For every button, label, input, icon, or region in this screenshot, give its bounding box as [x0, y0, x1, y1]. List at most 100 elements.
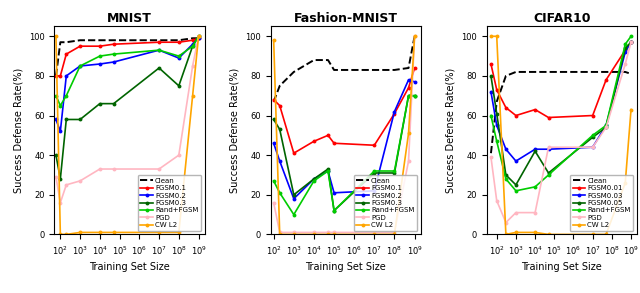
- Rand+FGSM: [56, 104, 64, 107]
- FGSM0.3: [96, 102, 104, 105]
- FGSM0.05: [602, 126, 610, 129]
- CW L2: [404, 132, 412, 135]
- Line: CW L2: CW L2: [54, 34, 200, 236]
- Clean: [602, 70, 610, 74]
- FGSM0.3: [371, 171, 378, 175]
- Clean: [621, 70, 629, 74]
- FGSM0.1: [76, 45, 84, 48]
- CW L2: [545, 233, 552, 236]
- FGSM0.1: [411, 66, 419, 70]
- FGSM0.05: [512, 183, 520, 187]
- Rand+FGSM: [110, 52, 118, 56]
- PGD: [621, 62, 629, 66]
- Rand+FGSM: [512, 189, 520, 193]
- FGSM0.05: [627, 40, 635, 44]
- PGD: [627, 40, 635, 44]
- FGSM0.3: [330, 209, 338, 212]
- CW L2: [110, 231, 118, 234]
- Clean: [627, 72, 635, 76]
- Rand+FGSM: [52, 94, 60, 98]
- FGSM0.2: [76, 64, 84, 68]
- FGSM0.1: [63, 52, 70, 56]
- FGSM0.3: [270, 118, 278, 121]
- PGD: [589, 145, 596, 149]
- PGD: [324, 231, 332, 234]
- Clean: [56, 40, 64, 44]
- FGSM0.01: [589, 114, 596, 117]
- FGSM0.1: [56, 74, 64, 78]
- Title: CIFAR10: CIFAR10: [533, 12, 591, 25]
- Clean: [156, 38, 163, 42]
- PGD: [310, 231, 318, 234]
- FGSM0.05: [531, 149, 539, 153]
- Clean: [310, 58, 318, 62]
- Clean: [330, 68, 338, 72]
- PGD: [175, 154, 182, 157]
- CW L2: [63, 233, 70, 236]
- CW L2: [189, 94, 196, 98]
- CW L2: [175, 231, 182, 234]
- FGSM0.03: [502, 147, 509, 151]
- FGSM0.01: [602, 78, 610, 82]
- PGD: [76, 179, 84, 183]
- CW L2: [310, 233, 318, 236]
- Line: CW L2: CW L2: [489, 34, 633, 236]
- Clean: [390, 68, 398, 72]
- FGSM0.1: [52, 74, 60, 78]
- Legend: Clean, FGSM0.01, FGSM0.03, FGSM0.05, Rand+FGSM, PGD, CW L2: Clean, FGSM0.01, FGSM0.03, FGSM0.05, Ran…: [570, 175, 634, 231]
- FGSM0.03: [512, 159, 520, 163]
- CW L2: [371, 233, 378, 236]
- FGSM0.01: [487, 62, 495, 66]
- Rand+FGSM: [602, 124, 610, 127]
- Line: Rand+FGSM: Rand+FGSM: [272, 94, 417, 217]
- Title: MNIST: MNIST: [107, 12, 152, 25]
- PGD: [56, 201, 64, 205]
- Line: CW L2: CW L2: [272, 34, 417, 236]
- CW L2: [52, 35, 60, 38]
- Line: PGD: PGD: [272, 34, 417, 234]
- FGSM0.03: [493, 124, 500, 127]
- Legend: Clean, FGSM0.1, FGSM0.2, FGSM0.3, Rand+FGSM, PGD, CW L2: Clean, FGSM0.1, FGSM0.2, FGSM0.3, Rand+F…: [354, 175, 417, 231]
- FGSM0.3: [290, 193, 298, 197]
- FGSM0.01: [621, 48, 629, 52]
- FGSM0.2: [56, 130, 64, 133]
- Line: FGSM0.2: FGSM0.2: [272, 78, 417, 201]
- FGSM0.2: [310, 177, 318, 181]
- PGD: [487, 155, 495, 159]
- Rand+FGSM: [621, 42, 629, 46]
- PGD: [502, 221, 509, 224]
- X-axis label: Training Set Size: Training Set Size: [305, 262, 386, 272]
- Rand+FGSM: [404, 94, 412, 98]
- PGD: [96, 167, 104, 171]
- FGSM0.2: [195, 37, 202, 40]
- FGSM0.3: [110, 102, 118, 105]
- Line: FGSM0.05: FGSM0.05: [489, 40, 633, 187]
- CW L2: [56, 233, 64, 236]
- Rand+FGSM: [487, 114, 495, 117]
- CW L2: [390, 233, 398, 236]
- FGSM0.05: [493, 112, 500, 115]
- FGSM0.05: [589, 136, 596, 139]
- CW L2: [531, 231, 539, 234]
- Clean: [404, 66, 412, 70]
- FGSM0.1: [195, 37, 202, 40]
- PGD: [330, 231, 338, 234]
- FGSM0.1: [96, 45, 104, 48]
- Clean: [589, 70, 596, 74]
- FGSM0.03: [627, 40, 635, 44]
- Rand+FGSM: [175, 54, 182, 58]
- Clean: [175, 38, 182, 42]
- FGSM0.3: [310, 177, 318, 181]
- PGD: [531, 211, 539, 214]
- Rand+FGSM: [411, 94, 419, 98]
- FGSM0.1: [156, 40, 163, 44]
- FGSM0.03: [531, 147, 539, 151]
- FGSM0.3: [56, 177, 64, 181]
- Rand+FGSM: [270, 179, 278, 183]
- Line: FGSM0.3: FGSM0.3: [54, 34, 200, 181]
- PGD: [371, 231, 378, 234]
- FGSM0.3: [175, 84, 182, 88]
- Clean: [290, 70, 298, 74]
- Clean: [502, 74, 509, 78]
- Line: FGSM0.03: FGSM0.03: [489, 40, 633, 163]
